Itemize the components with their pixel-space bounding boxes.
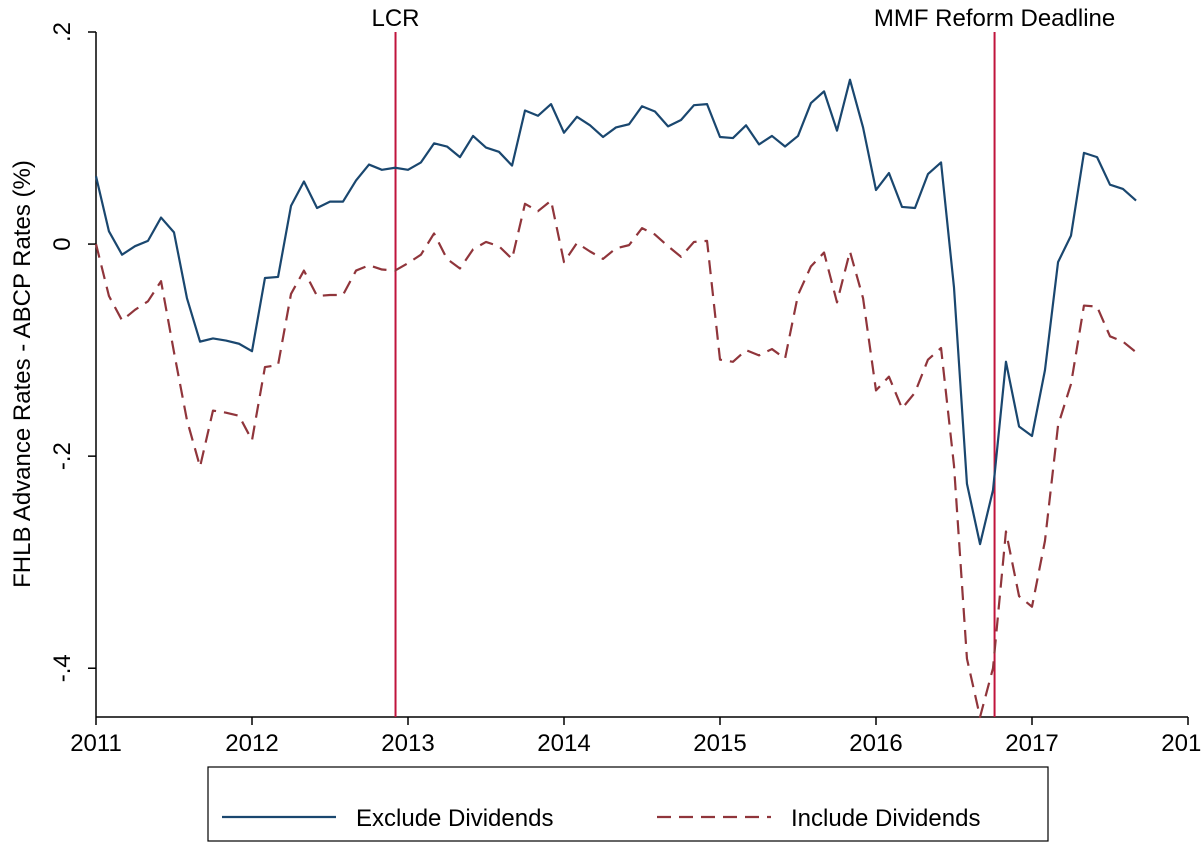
y-tick-label: -.2 <box>49 442 76 470</box>
x-tick-label: 2016 <box>849 730 902 757</box>
reference-label: MMF Reform Deadline <box>874 5 1115 32</box>
legend-label: Exclude Dividends <box>356 805 553 832</box>
x-tick-label: 2012 <box>225 730 278 757</box>
x-tick-label: 2011 <box>70 730 122 757</box>
legend-label: Include Dividends <box>791 805 980 832</box>
y-axis-title: FHLB Advance Rates - ABCP Rates (%) <box>9 160 36 588</box>
reference-label: LCR <box>372 5 420 32</box>
x-tick-label: 2017 <box>1005 730 1058 757</box>
y-tick-label: 0 <box>49 237 76 250</box>
legend-box <box>207 766 1049 842</box>
data-line <box>94 78 1137 546</box>
x-tick-label: 2013 <box>381 730 434 757</box>
x-tick-label: 2014 <box>537 730 590 757</box>
x-tick-label: 2018 <box>1161 730 1202 757</box>
y-tick-label: -.4 <box>49 654 76 682</box>
data-line <box>94 199 1137 719</box>
x-tick-label: 2015 <box>693 730 746 757</box>
y-tick-label: .2 <box>49 22 76 42</box>
